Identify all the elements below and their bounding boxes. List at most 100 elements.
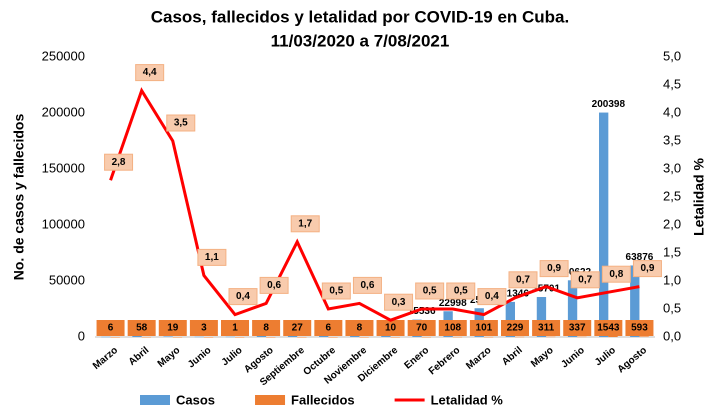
data-label: 0,9 xyxy=(547,263,561,274)
data-label: 0,4 xyxy=(485,291,499,302)
bar xyxy=(163,336,173,337)
bar xyxy=(630,265,640,337)
y2-tick-label: 0,5 xyxy=(663,300,681,315)
y-tick-label: 50000 xyxy=(49,272,85,287)
data-label: 0,5 xyxy=(329,286,343,297)
data-label: 1,1 xyxy=(205,252,219,263)
data-label-box xyxy=(127,320,156,336)
data-label-box xyxy=(508,271,538,289)
data-label: 63876 xyxy=(626,252,654,263)
data-label: 200398 xyxy=(592,99,626,110)
x-tick-label: Junio xyxy=(559,345,587,371)
legend-label: Letalidad % xyxy=(431,392,504,407)
data-label-box xyxy=(594,320,623,336)
data-label: 0,7 xyxy=(516,274,530,285)
data-label-box xyxy=(376,320,405,336)
data-label: 19 xyxy=(167,323,179,334)
y2-tick-label: 2,5 xyxy=(663,188,681,203)
data-label-box xyxy=(321,282,351,300)
data-label-box xyxy=(446,282,476,300)
data-label-box xyxy=(532,320,561,336)
legend-label: Fallecidos xyxy=(291,392,355,407)
bar xyxy=(505,301,515,337)
legend-swatch xyxy=(255,395,286,405)
bar xyxy=(599,112,609,338)
bar xyxy=(421,336,431,338)
x-tick-label: Mayo xyxy=(529,345,556,370)
data-label: 35701 xyxy=(532,284,560,295)
x-tick-label: Julio xyxy=(220,345,245,368)
data-label-box xyxy=(501,320,529,336)
data-label-box xyxy=(563,320,592,336)
bar xyxy=(194,336,204,338)
data-label-box xyxy=(189,320,218,336)
x-tick-label: Abril xyxy=(127,345,152,368)
data-label-box xyxy=(96,320,125,336)
data-label: 0,5 xyxy=(454,286,468,297)
data-label-box xyxy=(158,320,187,336)
chart-title: Casos, fallecidos y letalidad por COVID-… xyxy=(151,7,570,26)
data-label: 22998 xyxy=(439,298,467,309)
data-label: 27 xyxy=(292,323,304,334)
y-tick-label: 150000 xyxy=(42,160,85,175)
bar xyxy=(256,335,267,337)
y2-axis-label: Letalidad % xyxy=(691,158,705,236)
x-tick-label: Marzo xyxy=(464,345,493,372)
data-label: 108 xyxy=(444,323,461,334)
bar xyxy=(608,335,618,337)
y2-tick-label: 0,0 xyxy=(663,328,681,343)
data-label-box xyxy=(632,260,662,278)
bar xyxy=(141,336,151,338)
bar xyxy=(132,335,142,337)
data-label-box xyxy=(221,320,249,336)
bar xyxy=(266,336,276,338)
data-label: 1,7 xyxy=(298,218,312,229)
data-label-box xyxy=(352,276,382,294)
x-tick-label: Junio xyxy=(186,345,214,371)
bar xyxy=(328,336,338,338)
bar xyxy=(110,336,120,338)
data-label: 6 xyxy=(326,323,332,334)
bar xyxy=(172,336,183,338)
data-label: 0,7 xyxy=(578,274,592,285)
data-label: 8 xyxy=(357,323,363,334)
x-tick-label: Julio xyxy=(593,345,618,368)
y-tick-label: 200000 xyxy=(42,104,85,119)
data-label: 6 xyxy=(108,323,114,334)
bar xyxy=(577,336,587,338)
data-label: 0,3 xyxy=(392,297,406,308)
data-label: 0,6 xyxy=(267,280,281,291)
chart-subtitle: 11/03/2020 a 7/08/2021 xyxy=(271,31,450,50)
bar xyxy=(483,336,494,338)
data-label-box xyxy=(539,260,569,278)
data-label: 2,8 xyxy=(112,157,126,168)
y2-tick-label: 1,5 xyxy=(663,244,681,259)
y-tick-label: 0 xyxy=(78,328,85,343)
data-label: 0,4 xyxy=(236,291,250,302)
data-label-box xyxy=(477,288,507,306)
data-label: 0,8 xyxy=(609,269,623,280)
data-label: 3,5 xyxy=(174,118,188,129)
data-label-box xyxy=(104,153,134,171)
x-tick-label: Agosto xyxy=(616,345,649,376)
bar xyxy=(297,336,307,338)
bar xyxy=(359,336,369,338)
y2-tick-label: 4,5 xyxy=(663,76,681,91)
bar xyxy=(319,335,329,337)
bar xyxy=(235,336,245,338)
x-tick-label: Abril xyxy=(500,345,525,368)
bar xyxy=(287,335,298,337)
data-label-box xyxy=(415,282,445,300)
data-label-box xyxy=(314,320,343,336)
bar xyxy=(350,335,360,337)
y2-tick-label: 3,5 xyxy=(663,132,681,147)
x-tick-label: Febrero xyxy=(427,345,463,377)
data-label: 229 xyxy=(507,323,524,334)
data-label-box xyxy=(438,320,467,336)
y2-tick-label: 1,0 xyxy=(663,272,681,287)
data-label: 8 xyxy=(263,323,269,334)
x-tick-label: Marzo xyxy=(91,345,120,372)
data-label: 4,4 xyxy=(143,67,157,78)
bar xyxy=(101,336,111,338)
data-label-box xyxy=(228,288,258,306)
